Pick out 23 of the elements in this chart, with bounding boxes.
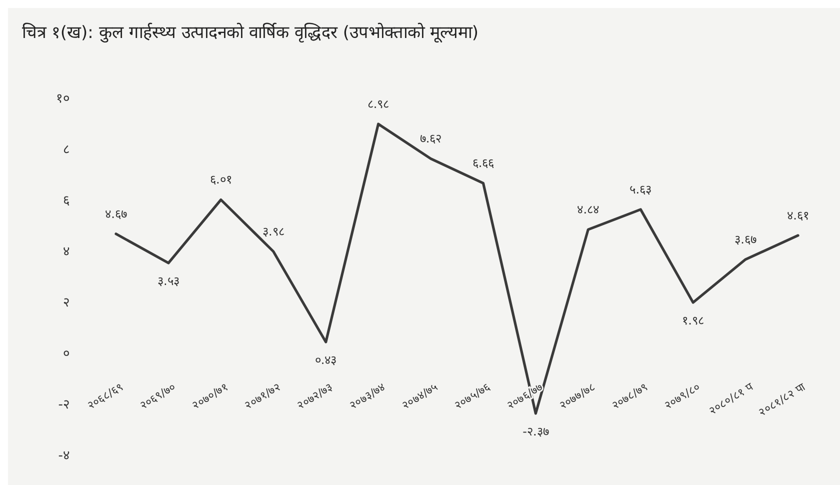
y-tick-label: २ — [63, 296, 70, 311]
data-label: ७.६२ — [420, 132, 442, 146]
data-label: ३.५३ — [158, 274, 180, 288]
data-label: ३.९८ — [262, 224, 284, 239]
y-tick-label: -४ — [58, 448, 70, 464]
data-label: ६.६६ — [472, 156, 494, 170]
y-tick-label: ६ — [63, 194, 70, 209]
data-label: ८.९८ — [367, 97, 390, 112]
y-tick-label: ४ — [63, 244, 70, 260]
data-label: ४.६७ — [105, 206, 127, 221]
y-tick-label: ८ — [63, 142, 70, 158]
y-tick-label: -२ — [58, 398, 70, 413]
data-label: ०.४३ — [314, 353, 337, 368]
data-label: ४.६१ — [787, 208, 809, 222]
y-tick-label: ० — [63, 346, 70, 362]
data-label: -२.३७ — [522, 424, 549, 438]
chart-title: चित्र १(ख): कुल गार्हस्थ्य उत्पादनको वार्षिक वृद्धिदर (उपभोक्ताको मूल्यमा) — [22, 22, 478, 43]
data-label: १.९८ — [682, 314, 704, 328]
data-label: ६.०१ — [210, 172, 232, 187]
data-label: ५.६३ — [630, 182, 652, 196]
y-tick-label: १० — [56, 92, 70, 107]
data-label: ४.८४ — [577, 202, 600, 217]
data-label: ३.६७ — [734, 232, 756, 246]
